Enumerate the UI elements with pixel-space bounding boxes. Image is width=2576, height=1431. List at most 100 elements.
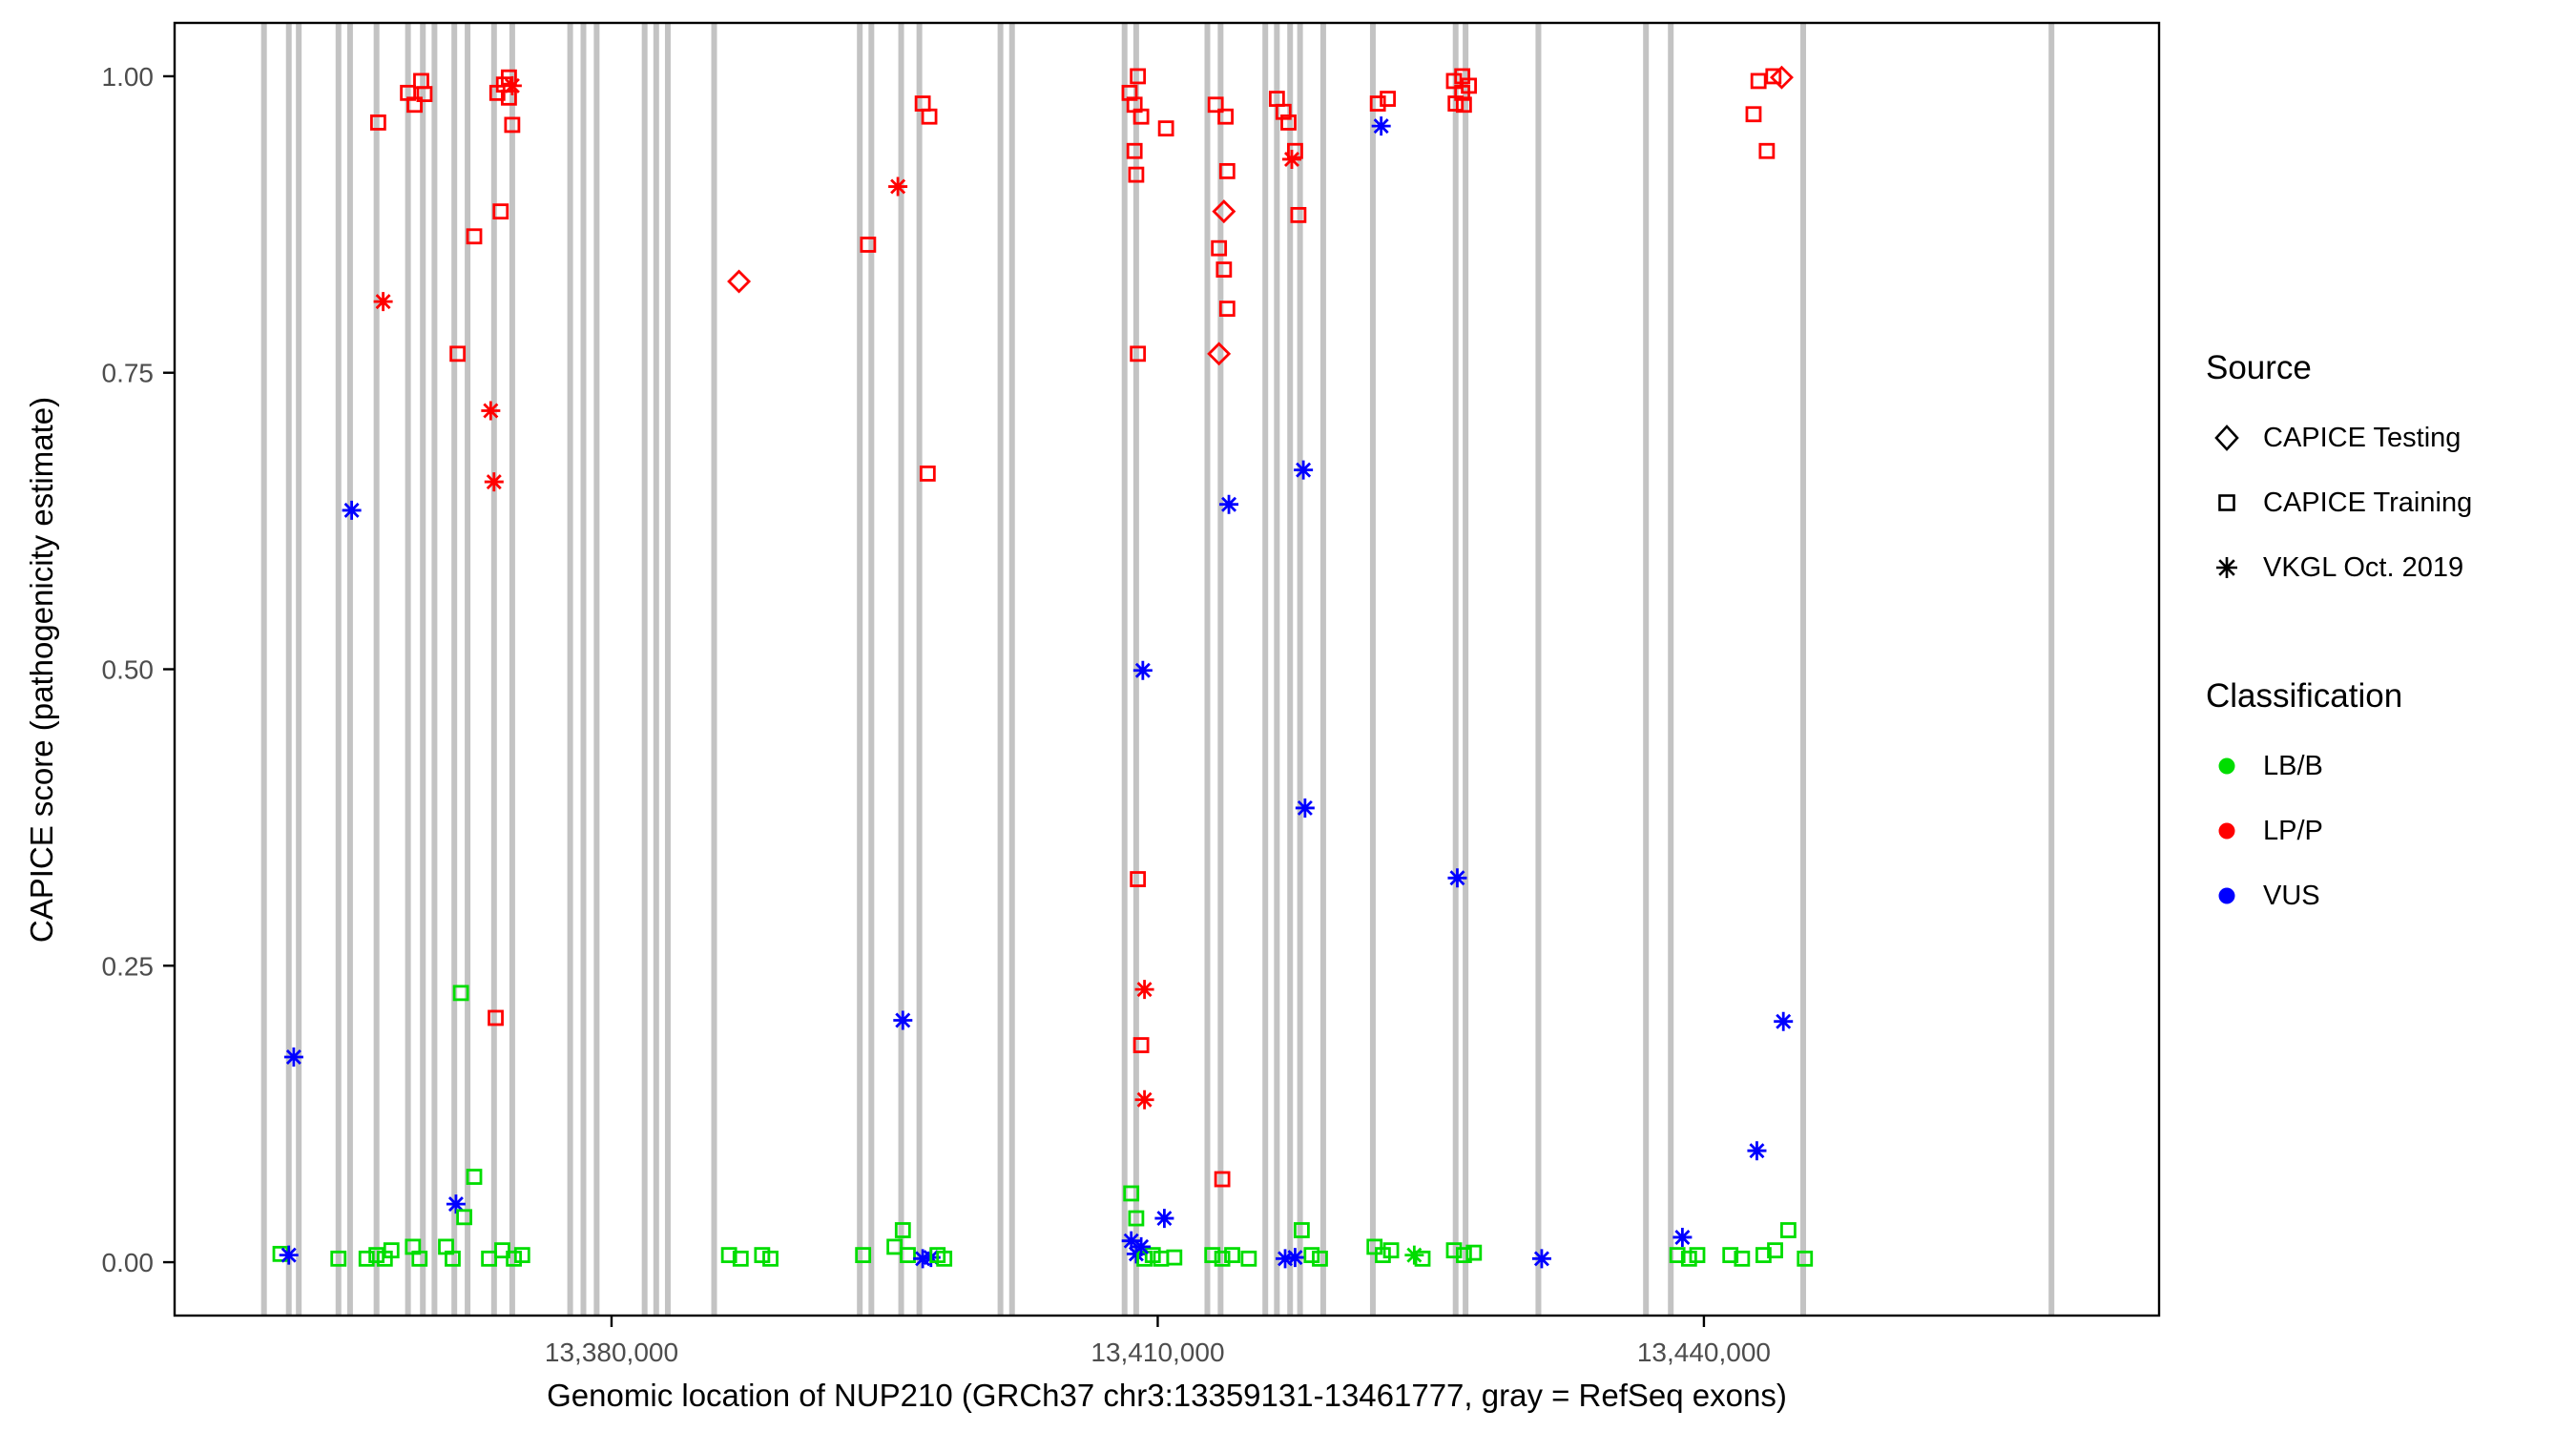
data-point-square	[1132, 1037, 1150, 1053]
data-point-asterisk	[888, 176, 908, 197]
data-point-square	[445, 1250, 461, 1267]
data-point-asterisk	[373, 292, 393, 312]
data-point-asterisk	[1371, 116, 1391, 136]
data-point-square	[1303, 1247, 1320, 1264]
x-tick-label: 13,410,000	[1091, 1338, 1224, 1367]
data-point-square	[492, 203, 509, 220]
y-axis-title-text: CAPICE score (pathogenicity estimate)	[24, 396, 60, 943]
data-point-asterisk	[1747, 1141, 1767, 1161]
data-point-square	[456, 1209, 472, 1226]
y-tick-label: 1.00	[102, 62, 155, 92]
data-point-asterisk	[481, 401, 501, 421]
data-point-square	[1293, 1222, 1310, 1238]
data-point-asterisk	[446, 1194, 466, 1214]
data-point-square	[1722, 1247, 1739, 1264]
data-point-square	[1214, 1250, 1231, 1267]
legend-source-group: Source CAPICE Testing CAPICE Training VK…	[2206, 349, 2472, 595]
legend-item-vus: VUS	[2206, 868, 2472, 923]
data-point-square	[754, 1247, 771, 1264]
data-point-square	[452, 985, 469, 1002]
legend-item-label: CAPICE Testing	[2263, 422, 2462, 453]
data-point-square	[1382, 1242, 1400, 1259]
data-point-square	[369, 114, 386, 131]
data-point-square	[488, 1009, 504, 1027]
data-point-asterisk	[1121, 1231, 1141, 1251]
legend-item-lpp: LP/P	[2206, 803, 2472, 859]
data-point-square	[1211, 239, 1228, 257]
data-point-square	[1414, 1250, 1431, 1267]
data-point-diamond	[1212, 199, 1236, 224]
data-point-square	[1215, 261, 1233, 278]
data-point-square	[1214, 1171, 1231, 1188]
legend-item-label: VUS	[2263, 880, 2320, 911]
data-point-asterisk	[1132, 1236, 1152, 1256]
data-point-square	[513, 1247, 530, 1264]
data-point-square	[1374, 1247, 1391, 1264]
data-point-square	[411, 1250, 428, 1267]
data-point-square	[1758, 142, 1776, 159]
data-point-square	[1750, 73, 1767, 90]
y-tick-label: 0.00	[102, 1248, 155, 1277]
data-point-square	[504, 116, 521, 134]
data-point-square	[1126, 142, 1143, 159]
data-point-square	[1745, 106, 1762, 123]
data-point-square	[1447, 95, 1465, 112]
data-point-square	[506, 1250, 523, 1267]
data-point-square	[1132, 108, 1150, 125]
data-point-square	[494, 1242, 510, 1259]
data-point-asterisk	[1134, 980, 1154, 1000]
data-point-asterisk	[502, 75, 522, 95]
data-point-asterisk	[1281, 149, 1301, 169]
data-point-square	[1445, 73, 1463, 90]
data-point-square	[358, 1250, 375, 1267]
data-point-asterisk	[1132, 660, 1153, 680]
data-point-square	[330, 1250, 347, 1267]
legend-classification-title: Classification	[2206, 677, 2403, 715]
data-point-square	[894, 1222, 911, 1238]
data-point-square	[406, 96, 423, 114]
data-point-asterisk	[1774, 1011, 1794, 1031]
y-tick-label: 0.50	[102, 655, 155, 685]
legend-item-label: VKGL Oct. 2019	[2263, 551, 2464, 583]
data-point-square	[732, 1250, 749, 1267]
legend-item-label: CAPICE Training	[2263, 487, 2473, 518]
data-point-asterisk	[1404, 1245, 1424, 1265]
data-point-square	[466, 228, 483, 245]
y-tick-label: 0.75	[102, 359, 155, 388]
data-point-asterisk	[342, 500, 362, 520]
data-point-square	[1669, 1247, 1686, 1264]
legend-item-label: LB/B	[2263, 750, 2323, 781]
data-point-square	[1780, 1222, 1797, 1238]
data-point-square	[1128, 166, 1145, 183]
data-point-asterisk	[1447, 868, 1467, 888]
data-point-asterisk	[1276, 1249, 1296, 1269]
data-point-asterisk	[1531, 1249, 1551, 1269]
data-point-square	[1166, 1249, 1183, 1266]
data-point-square	[1445, 1242, 1463, 1259]
data-point-square	[860, 237, 877, 253]
data-point-asterisk	[1154, 1209, 1174, 1229]
y-tick-label: 0.25	[102, 951, 155, 981]
data-point-square	[1455, 96, 1472, 114]
data-point-diamond	[727, 269, 752, 294]
legend-item-lbb: LB/B	[2206, 738, 2472, 794]
data-point-square	[1218, 301, 1236, 317]
legend-item-capice-testing: CAPICE Testing	[2206, 410, 2472, 466]
legend-source-title: Source	[2206, 349, 2312, 386]
vus-dot-icon	[2218, 887, 2235, 904]
data-point-square	[383, 1242, 400, 1259]
data-point-square	[1455, 1247, 1472, 1264]
data-point-square	[1204, 1247, 1221, 1264]
data-point-square	[416, 86, 433, 102]
data-point-asterisk	[1134, 1089, 1154, 1110]
y-axis-title: CAPICE score (pathogenicity estimate)	[17, 0, 67, 1338]
data-point-asterisk	[279, 1245, 299, 1265]
data-point-square	[1380, 91, 1396, 107]
data-point-square	[762, 1250, 779, 1267]
asterisk-icon	[2216, 557, 2237, 578]
data-point-square	[855, 1247, 872, 1264]
data-point-square	[1767, 1242, 1783, 1259]
data-point-square	[1130, 871, 1147, 887]
data-point-square	[1157, 120, 1174, 137]
